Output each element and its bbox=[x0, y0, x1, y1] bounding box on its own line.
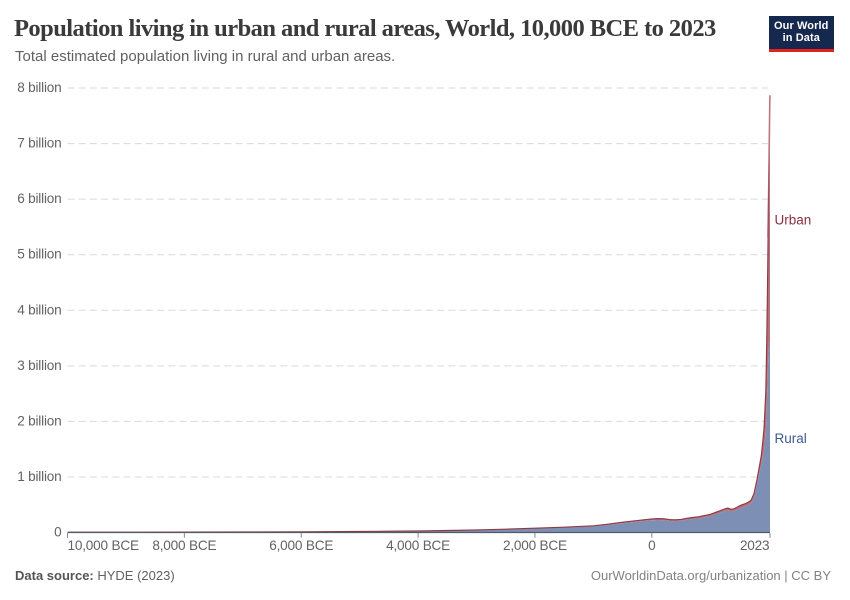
svg-text:6 billion: 6 billion bbox=[17, 191, 61, 206]
svg-text:2,000 BCE: 2,000 BCE bbox=[503, 538, 567, 553]
svg-text:7 billion: 7 billion bbox=[17, 136, 61, 151]
svg-text:2 billion: 2 billion bbox=[17, 413, 61, 428]
svg-text:8,000 BCE: 8,000 BCE bbox=[152, 538, 216, 553]
svg-text:Urban: Urban bbox=[775, 213, 812, 228]
svg-text:0: 0 bbox=[648, 538, 656, 553]
svg-text:1 billion: 1 billion bbox=[17, 469, 61, 484]
svg-text:4,000 BCE: 4,000 BCE bbox=[386, 538, 450, 553]
svg-text:6,000 BCE: 6,000 BCE bbox=[269, 538, 333, 553]
svg-text:2023: 2023 bbox=[740, 538, 769, 553]
svg-text:10,000 BCE: 10,000 BCE bbox=[68, 538, 139, 553]
svg-text:4 billion: 4 billion bbox=[17, 302, 61, 317]
svg-text:0: 0 bbox=[54, 525, 62, 540]
svg-text:3 billion: 3 billion bbox=[17, 358, 61, 373]
svg-text:Rural: Rural bbox=[775, 431, 807, 446]
svg-text:8 billion: 8 billion bbox=[17, 80, 61, 95]
svg-text:5 billion: 5 billion bbox=[17, 247, 61, 262]
